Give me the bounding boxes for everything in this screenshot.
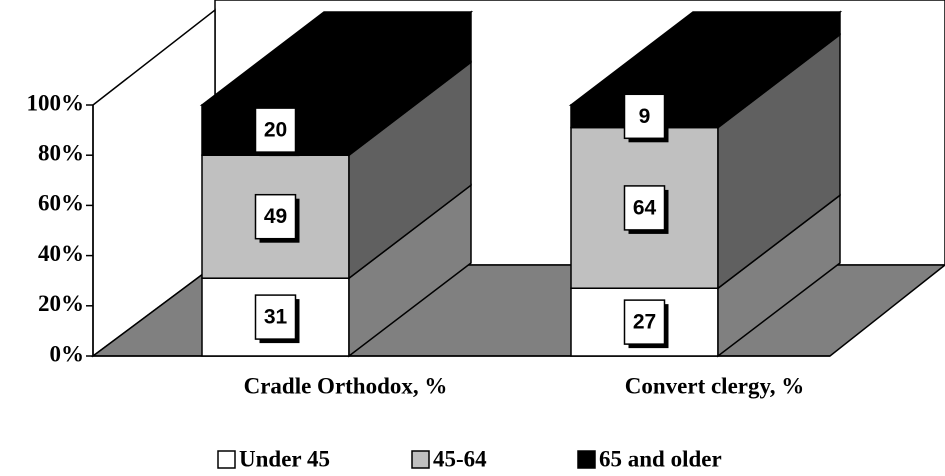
legend-swatch — [411, 450, 430, 469]
legend-label: 45-64 — [433, 446, 487, 471]
y-tick-label: 20% — [38, 291, 84, 316]
y-tick-label: 100% — [27, 90, 85, 115]
data-label: 9 — [639, 105, 651, 128]
legend-label: Under 45 — [239, 446, 330, 471]
label-box — [623, 93, 666, 140]
data-label: 27 — [633, 311, 656, 334]
label-box — [254, 294, 297, 340]
data-label: 20 — [264, 119, 287, 142]
label-box — [623, 299, 666, 345]
legend-swatch — [577, 450, 596, 469]
data-label: 49 — [264, 205, 287, 228]
legend-label: 65 and older — [599, 446, 722, 471]
label-box — [254, 193, 297, 240]
y-tick-label: 40% — [38, 241, 84, 266]
y-tick-label: 60% — [38, 191, 84, 216]
x-tick-label: Cradle Orthodox, % — [244, 373, 448, 398]
y-tick-label: 80% — [38, 140, 84, 165]
x-tick-label: Convert clergy, % — [625, 373, 804, 398]
bar-top — [568, 11, 843, 106]
data-label: 64 — [633, 196, 657, 219]
legend-swatch — [217, 450, 236, 469]
data-label: 31 — [264, 306, 288, 329]
y-tick-label: 0% — [50, 341, 85, 366]
label-box — [623, 185, 666, 231]
label-box — [254, 107, 297, 153]
bar-top — [199, 11, 474, 106]
